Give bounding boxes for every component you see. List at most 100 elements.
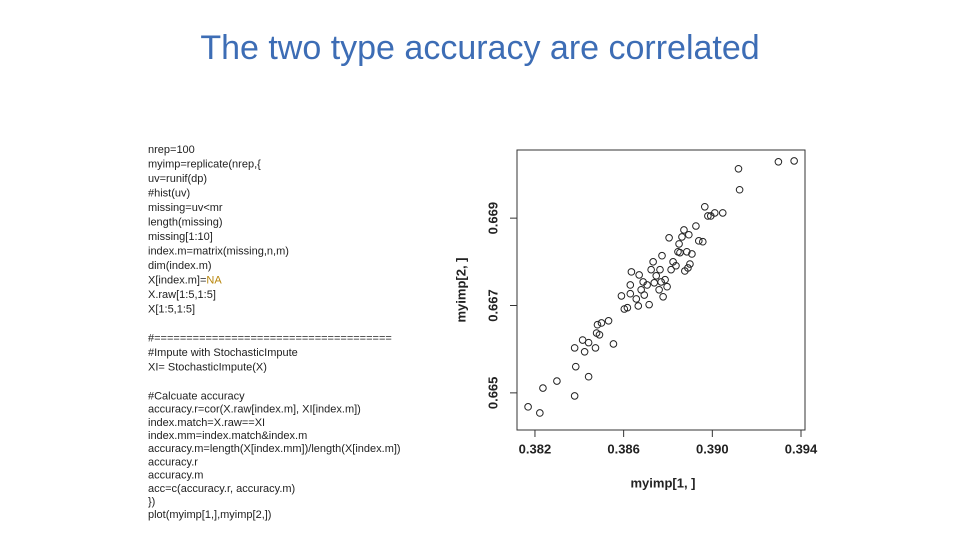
point	[571, 362, 580, 371]
point	[604, 316, 613, 325]
code-line: length(missing)	[148, 216, 223, 228]
point	[718, 209, 727, 217]
code-line: #hist(uv)	[148, 187, 190, 199]
point	[570, 392, 579, 400]
code-line: missing=uv<mr	[148, 202, 223, 214]
code-line: #Calcuate accuracy	[148, 390, 245, 402]
point	[584, 338, 593, 347]
point	[683, 247, 691, 256]
point	[634, 302, 643, 310]
point	[609, 340, 618, 348]
code-line: X[1:5,1:5]	[148, 303, 195, 315]
code-line: plot(myimp[1,],myimp[2,])	[148, 509, 271, 521]
x-tick-label: 0.394	[785, 441, 818, 456]
code-line: acc=c(accuracy.r, accuracy.m)	[148, 483, 295, 495]
x-tick-label: 0.386	[607, 441, 640, 456]
point	[686, 260, 694, 268]
point	[647, 265, 655, 274]
point	[645, 300, 653, 309]
point	[649, 258, 657, 266]
point	[735, 185, 744, 194]
code-line: uv=runif(dp)	[148, 173, 207, 185]
point	[591, 344, 600, 352]
point	[640, 291, 649, 299]
point	[650, 278, 659, 287]
code-line: accuracy.m=length(X[index.mm])/length(X[…	[148, 443, 401, 455]
point	[553, 377, 561, 385]
point	[672, 261, 680, 270]
point	[665, 234, 673, 242]
point	[536, 409, 544, 417]
point	[700, 202, 709, 211]
code-block: nrep=100 myimp=replicate(nrep,{ uv=runif(d…	[148, 144, 401, 521]
point	[663, 282, 671, 291]
point	[632, 295, 641, 303]
point	[626, 289, 635, 298]
code-line: accuracy.m	[148, 470, 203, 482]
point	[635, 271, 643, 279]
code-line: nrep=100	[148, 144, 195, 156]
x-tick-label: 0.390	[696, 441, 729, 456]
point	[678, 233, 686, 241]
slide-title: The two type accuracy are correlated	[200, 29, 759, 67]
point	[597, 319, 606, 327]
code-line: dim(index.m)	[148, 260, 212, 272]
code-line: X.raw[1:5,1:5]	[148, 289, 216, 301]
x-axis-label: myimp[1, ]	[630, 475, 695, 490]
point	[620, 305, 629, 313]
point	[710, 209, 719, 217]
point	[595, 330, 604, 339]
point	[698, 237, 707, 246]
point	[688, 250, 696, 258]
code-line: X[index.m]=NA	[148, 274, 222, 286]
point	[626, 281, 635, 289]
code-line: missing[1:10]	[148, 231, 213, 243]
point	[681, 267, 689, 275]
x-tick-label: 0.382	[519, 441, 552, 456]
point	[655, 285, 663, 294]
code-line: #Impute with StochasticImpute	[148, 347, 298, 359]
code-line: accuracy.r	[148, 456, 198, 468]
point	[584, 372, 593, 381]
code-text: X[index.m]=	[148, 274, 206, 286]
point	[685, 230, 693, 239]
code-line: index.m=matrix(missing,n,m)	[148, 245, 289, 257]
code-line: index.match=X.raw==XI	[148, 417, 265, 429]
code-line: index.mm=index.match&index.m	[148, 430, 307, 442]
point	[675, 240, 683, 248]
y-axis-label: myimp[2, ]	[453, 257, 468, 322]
y-tick-label: 0.669	[485, 202, 500, 235]
code-line: XI= StochasticImpute(X)	[148, 361, 267, 373]
point	[659, 292, 667, 301]
point	[652, 272, 661, 280]
point	[658, 251, 666, 260]
point	[790, 157, 798, 165]
y-tick-label: 0.667	[485, 289, 500, 322]
y-tick-label: 0.665	[485, 377, 500, 410]
point	[667, 265, 675, 274]
code-keyword: NA	[206, 274, 222, 286]
point	[580, 348, 589, 356]
code-line: accuracy.r=cor(X.raw[index.m], XI[index.…	[148, 404, 361, 416]
point	[656, 265, 664, 274]
point	[680, 226, 688, 234]
plot-frame	[516, 149, 806, 431]
point	[643, 281, 651, 289]
point	[524, 403, 532, 411]
point	[704, 212, 712, 220]
point	[617, 292, 626, 300]
point	[661, 275, 669, 284]
point	[593, 320, 602, 329]
code-line: #=====================================	[148, 332, 392, 344]
point	[539, 384, 547, 392]
point	[657, 278, 665, 286]
point	[734, 164, 743, 173]
point	[692, 222, 700, 230]
code-line: myimp=replicate(nrep,{	[148, 158, 261, 170]
point	[774, 157, 783, 166]
point	[570, 344, 579, 352]
point	[627, 268, 636, 276]
point	[695, 237, 703, 245]
code-line: })	[148, 496, 155, 508]
